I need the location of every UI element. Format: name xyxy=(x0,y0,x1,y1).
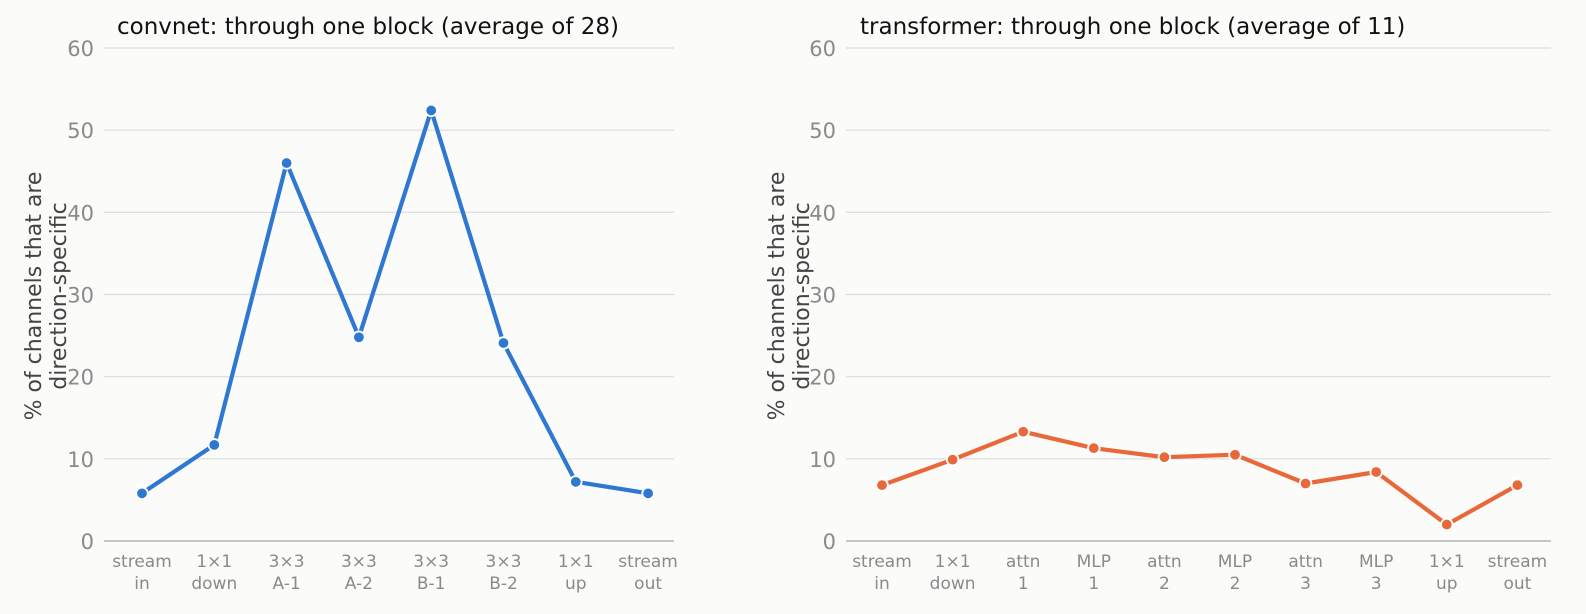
series-line xyxy=(879,429,1520,527)
x-tick-label: 3×3 A-2 xyxy=(341,552,377,594)
data-point xyxy=(1157,450,1172,464)
x-tick-label: 1×1 up xyxy=(1429,552,1465,594)
x-tick-label: 1×1 down xyxy=(191,552,237,594)
y-tick-label: 30 xyxy=(809,284,836,308)
x-tick-label: 3×3 B-1 xyxy=(413,552,449,594)
chart-title: convnet: through one block (average of 2… xyxy=(117,14,619,40)
x-tick-label: MLP 1 xyxy=(1077,552,1111,594)
data-point xyxy=(1228,448,1242,462)
data-point xyxy=(207,438,222,452)
y-axis-label-line-1: % of channels that are xyxy=(22,172,47,421)
data-point xyxy=(1298,476,1313,491)
y-tick-label: 50 xyxy=(809,119,836,143)
data-point xyxy=(424,103,438,118)
x-tick-label: 1×1 down xyxy=(930,552,976,594)
y-tick-label: 40 xyxy=(809,201,836,225)
x-tick-label: attn 3 xyxy=(1288,552,1323,594)
x-tick-label: 3×3 B-2 xyxy=(486,552,522,594)
y-tick-label: 50 xyxy=(67,119,94,143)
data-point xyxy=(496,336,511,350)
x-tick-label: stream in xyxy=(112,552,172,594)
chart-title: transformer: through one block (average … xyxy=(860,14,1405,40)
data-point xyxy=(352,330,366,344)
series-line xyxy=(139,108,651,496)
data-point xyxy=(641,486,655,501)
data-point xyxy=(1510,478,1525,492)
data-point xyxy=(875,478,889,492)
y-axis-label-line-2: direction-specific xyxy=(790,202,815,389)
data-point xyxy=(945,452,960,467)
x-tick-label: MLP 3 xyxy=(1359,552,1393,594)
y-axis-label-line-2: direction-specific xyxy=(47,202,72,389)
x-tick-label: 1×1 up xyxy=(558,552,594,594)
transformer-chart-panel: transformer: through one block (average … xyxy=(765,14,1551,594)
y-tick-label: 10 xyxy=(67,448,94,472)
y-tick-label: 10 xyxy=(809,448,836,472)
y-tick-label: 60 xyxy=(67,37,94,61)
y-tick-label: 20 xyxy=(809,366,836,390)
data-point xyxy=(569,475,583,489)
y-tick-label: 0 xyxy=(823,530,836,554)
data-point xyxy=(279,156,294,170)
y-tick-label: 60 xyxy=(809,37,836,61)
y-tick-label: 30 xyxy=(67,284,94,308)
y-tick-label: 0 xyxy=(81,530,94,554)
data-point xyxy=(1440,517,1454,532)
y-tick-label: 40 xyxy=(67,201,94,225)
x-tick-label: stream out xyxy=(1488,552,1548,594)
x-tick-label: attn 1 xyxy=(1006,552,1041,594)
convnet-chart-panel: convnet: through one block (average of 2… xyxy=(22,14,678,594)
data-point xyxy=(135,486,149,501)
x-tick-label: MLP 2 xyxy=(1218,552,1252,594)
y-axis-label-line-1: % of channels that are xyxy=(765,172,790,421)
x-tick-label: attn 2 xyxy=(1147,552,1182,594)
y-tick-label: 20 xyxy=(67,366,94,390)
x-tick-label: 3×3 A-1 xyxy=(269,552,305,594)
x-tick-label: stream out xyxy=(618,552,678,594)
data-point xyxy=(1369,465,1383,479)
data-point xyxy=(1016,425,1030,439)
x-tick-label: stream in xyxy=(852,552,912,594)
data-point xyxy=(1087,441,1101,455)
